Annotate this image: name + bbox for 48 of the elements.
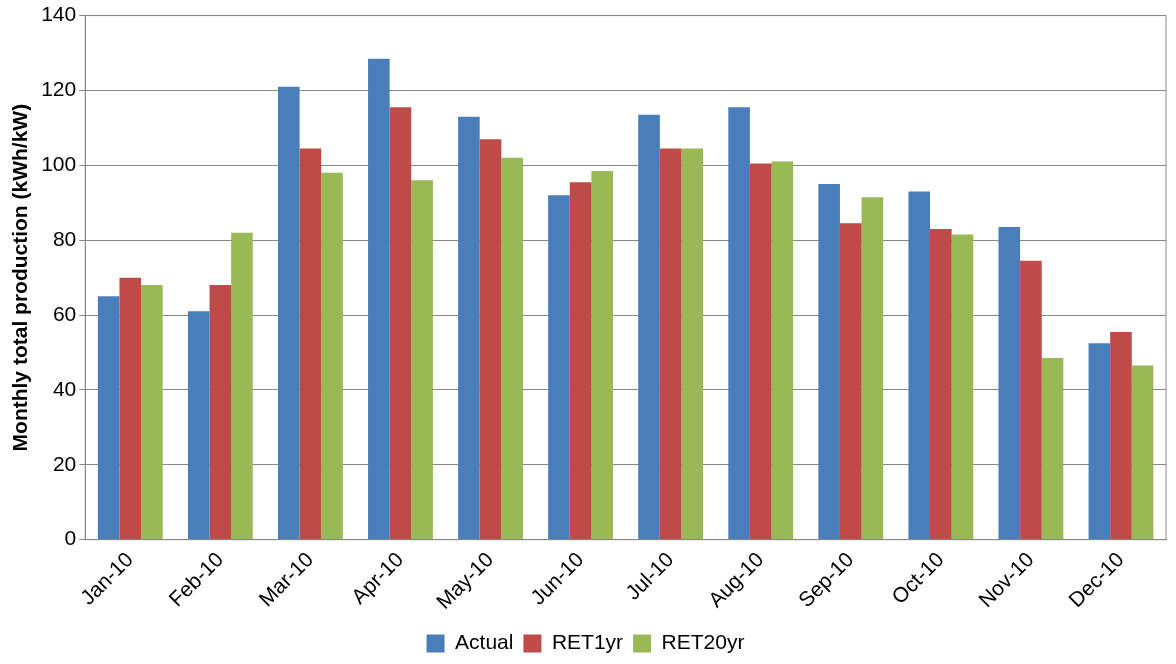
bar: [119, 277, 142, 540]
y-tick-label: 40: [52, 376, 77, 400]
legend-label: Actual: [455, 630, 514, 654]
bar: [389, 107, 412, 540]
bar: [998, 227, 1021, 540]
legend-label: RET20yr: [661, 630, 745, 654]
bar: [1041, 358, 1064, 540]
y-tick-label: 140: [41, 2, 77, 26]
bar: [591, 170, 614, 540]
bar: [231, 232, 253, 540]
legend-label: RET1yr: [551, 630, 624, 654]
bar: [771, 161, 794, 540]
y-tick-label: 0: [64, 526, 77, 550]
bar: [411, 180, 433, 540]
y-tick-label: 20: [52, 451, 77, 475]
y-tick-label: 80: [52, 227, 77, 250]
bar: [277, 86, 300, 540]
bar: [368, 58, 390, 540]
bar: [501, 157, 523, 540]
y-tick-label: 100: [41, 152, 77, 176]
bar: [861, 197, 884, 540]
bar: [1131, 365, 1154, 540]
bar: [839, 223, 862, 540]
bar: [728, 107, 750, 540]
bar: [1110, 331, 1132, 540]
bar: [548, 195, 570, 540]
y-tick-label: 60: [52, 301, 77, 325]
bar: [569, 182, 592, 540]
bar: [458, 116, 480, 540]
bar: [479, 139, 502, 540]
bar: [951, 234, 974, 540]
bar: [97, 296, 120, 540]
bar: [187, 311, 210, 540]
y-tick-label: 120: [41, 77, 77, 101]
bar: [908, 191, 931, 540]
bar: [141, 285, 163, 540]
bar: [818, 184, 840, 540]
bar: [681, 148, 704, 540]
bar: [659, 148, 682, 540]
bar: [638, 114, 660, 540]
bar: [930, 228, 952, 540]
bar: [1088, 343, 1111, 540]
bar: [1020, 260, 1042, 540]
bar: [749, 163, 772, 540]
bar: [209, 285, 232, 540]
bar: [321, 172, 343, 540]
bar: [299, 148, 322, 540]
y-axis-title: Monthly total production (kWh/kW): [8, 103, 32, 452]
